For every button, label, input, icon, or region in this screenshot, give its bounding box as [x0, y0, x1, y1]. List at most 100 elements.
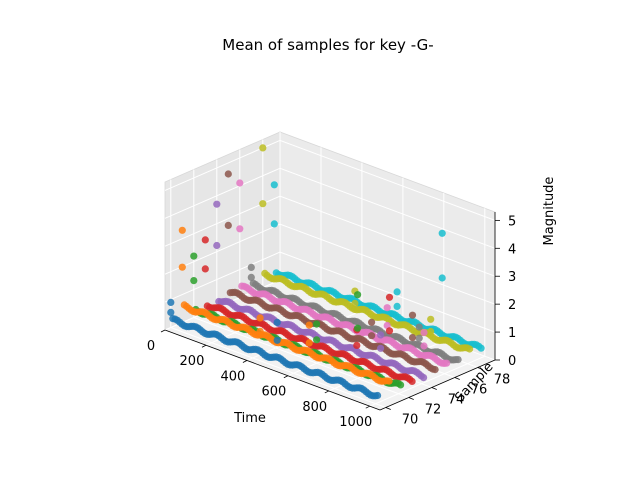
- z-tick-label: 1: [508, 326, 516, 341]
- data-point: [438, 229, 446, 237]
- z-tick-label: 5: [508, 214, 516, 229]
- data-point: [354, 291, 362, 299]
- data-point: [270, 220, 278, 228]
- data-point: [213, 200, 221, 208]
- data-point: [431, 366, 439, 374]
- y-tick-label: 76: [471, 383, 488, 398]
- series-77: [247, 263, 462, 364]
- data-point: [377, 344, 385, 352]
- data-point: [201, 265, 209, 273]
- data-point: [408, 311, 417, 319]
- data-point: [393, 302, 401, 310]
- data-point: [420, 374, 428, 382]
- series-73: [201, 236, 416, 385]
- data-point: [415, 334, 423, 342]
- data-points: [167, 144, 485, 400]
- z-tick-label: 0: [508, 354, 516, 369]
- data-point: [385, 327, 394, 335]
- data-point: [224, 170, 232, 178]
- z-tick-label: 3: [508, 270, 516, 285]
- data-point: [368, 332, 376, 340]
- data-point: [247, 263, 255, 271]
- grid-line-z: [164, 223, 496, 305]
- axis-lines: [164, 212, 496, 411]
- z-tick-label: 4: [508, 242, 516, 257]
- data-point: [259, 144, 267, 152]
- data-point: [167, 308, 175, 316]
- chart-title: Mean of samples for key -G-: [222, 36, 433, 54]
- data-point: [397, 381, 405, 389]
- data-point: [190, 252, 198, 260]
- data-point: [377, 331, 385, 339]
- y-tick-label: 70: [402, 413, 419, 428]
- z-tick-label: 2: [508, 298, 516, 313]
- data-point: [477, 344, 485, 352]
- x-tick-label: 400: [220, 369, 245, 384]
- y-tick-mark: [454, 377, 460, 380]
- y-tick-label: 74: [448, 393, 465, 408]
- data-point: [190, 277, 198, 285]
- data-point: [273, 336, 281, 344]
- x-tick-mark: [201, 344, 207, 348]
- data-point: [351, 299, 359, 307]
- data-point: [354, 324, 362, 332]
- data-point: [385, 293, 394, 301]
- y-tick-mark: [408, 397, 414, 400]
- data-point: [313, 320, 321, 328]
- y-tick-label: 72: [425, 403, 442, 418]
- data-point: [236, 179, 244, 187]
- y-tick-mark: [385, 407, 391, 410]
- x-axis-line: [164, 329, 381, 411]
- x-tick-label: 200: [180, 354, 205, 369]
- data-point: [383, 304, 391, 312]
- x-axis-label: Time: [233, 411, 266, 426]
- series-71: [178, 226, 393, 385]
- data-point: [408, 377, 416, 385]
- tick-labels: 0 200 400 600 800 1000 70 72 74 76 78 0 1 2 3 4 5: [147, 214, 516, 430]
- grid-line-z: [164, 167, 496, 249]
- data-point: [273, 318, 281, 326]
- data-point: [247, 273, 255, 281]
- data-point: [259, 200, 267, 208]
- data-point: [420, 329, 428, 337]
- data-point: [443, 359, 451, 367]
- x-tick-mark: [160, 329, 166, 333]
- data-point: [427, 315, 435, 323]
- x-tick-mark: [365, 405, 370, 409]
- data-point: [438, 274, 446, 282]
- data-point: [213, 241, 221, 250]
- y-tick-mark: [431, 387, 437, 390]
- x-tick-label: 600: [261, 385, 286, 400]
- data-point: [305, 339, 313, 347]
- data-point: [385, 377, 393, 385]
- data-point: [201, 236, 209, 244]
- z-axis-label: Magnitude: [542, 177, 557, 246]
- data-point: [427, 327, 435, 336]
- data-point: [256, 314, 264, 322]
- data-point: [454, 356, 462, 364]
- data-point: [313, 336, 321, 344]
- data-point: [270, 181, 278, 189]
- data-point: [368, 318, 376, 326]
- y-axis-line: [379, 359, 496, 411]
- data-point: [408, 334, 417, 342]
- data-point: [374, 391, 382, 400]
- x-tick-mark: [242, 360, 248, 363]
- y-tick-mark: [477, 367, 483, 370]
- grid-line-z: [164, 139, 496, 221]
- series-74: [213, 200, 428, 382]
- data-point: [305, 321, 313, 329]
- x-tick-mark: [324, 390, 329, 394]
- data-point: [224, 221, 232, 229]
- x-tick-label: 1000: [339, 415, 372, 430]
- x-tick-label: 800: [302, 400, 327, 415]
- data-point: [178, 263, 186, 271]
- data-point: [353, 341, 361, 349]
- grid-line-z: [164, 251, 496, 333]
- data-point: [236, 225, 244, 233]
- data-point: [466, 345, 474, 353]
- data-point: [415, 323, 423, 331]
- y-tick-label: 78: [494, 373, 511, 388]
- data-point: [420, 342, 428, 350]
